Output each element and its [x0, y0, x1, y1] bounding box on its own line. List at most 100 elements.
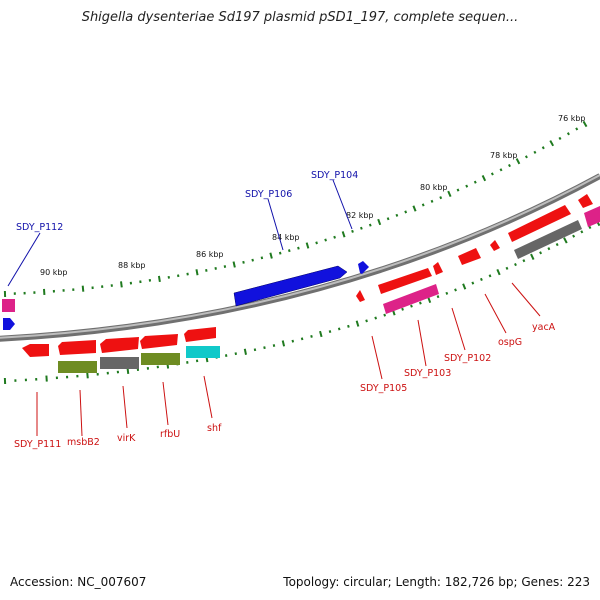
gene-red-d	[140, 334, 178, 349]
inner-ring-tick	[243, 348, 247, 355]
inner-ring-tick	[126, 367, 130, 374]
gene-red-1	[378, 268, 432, 294]
outer-ring-tick	[139, 280, 142, 284]
gene-red-3	[458, 248, 481, 265]
inner-ring-tick	[539, 251, 543, 255]
inner-ring-tick	[195, 359, 199, 363]
inner-ring-tick	[281, 340, 286, 347]
outer-ring-tick	[195, 269, 199, 276]
inner-ring-tick	[146, 366, 150, 370]
outer-ring-tick	[157, 275, 161, 283]
scale-label-78: 78 kbp	[490, 151, 518, 160]
outer-ring-tick	[515, 158, 521, 165]
outer-ring-tick	[465, 184, 469, 188]
inner-ring-tick	[496, 268, 501, 276]
outer-ring-tick	[129, 281, 133, 285]
gene-red-small-below	[356, 290, 365, 302]
inner-ring-tick	[116, 370, 120, 374]
accession-text: Accession: NC_007607	[10, 575, 147, 589]
inner-ring-tick	[328, 330, 332, 334]
inner-ring-tick	[156, 365, 159, 369]
outer-ring-tick	[297, 246, 300, 250]
gene-red-b	[58, 340, 96, 355]
outer-ring-tick	[481, 174, 487, 182]
inner-ring-tick	[14, 379, 17, 382]
inner-ring-tick	[488, 274, 492, 278]
outer-ring-tick	[91, 286, 94, 290]
label-SDY_P105: SDY_P105	[360, 383, 407, 394]
inner-ring-tick	[24, 378, 27, 382]
inner-ring-tick	[419, 301, 422, 305]
outer-ring-tick	[33, 291, 36, 294]
gene-blue-long	[233, 265, 348, 307]
outer-ring-tick	[242, 260, 245, 264]
outer-ring-tick	[368, 223, 372, 227]
inner-ring-tick	[588, 225, 592, 230]
reverse-strand-genes[interactable]	[22, 220, 582, 373]
inner-ring-tick	[471, 281, 475, 285]
gene-gray-1	[100, 357, 139, 369]
inner-ring-tick	[572, 234, 576, 238]
outer-ring-tick	[72, 288, 75, 291]
inner-ring-tick	[300, 337, 304, 341]
inner-ring-tick	[263, 346, 266, 350]
outer-ring-tick	[395, 213, 399, 217]
outer-ring-tick	[101, 285, 104, 289]
outer-ring-tick	[287, 249, 291, 253]
inner-ring-tick	[522, 259, 526, 263]
outer-ring-tick	[81, 285, 85, 292]
label-SDY_P103: SDY_P103	[404, 368, 451, 379]
inner-ring-tick	[374, 316, 378, 320]
forward-strand-genes[interactable]	[2, 194, 600, 330]
outer-ring-tick	[214, 267, 217, 270]
outer-ring-tick	[490, 172, 494, 176]
outer-ring-tick	[260, 256, 264, 260]
inner-ring-tick	[224, 354, 228, 357]
inner-ring-tick	[410, 304, 413, 308]
inner-ring-tick	[454, 288, 457, 292]
outer-ring-tick	[566, 132, 570, 136]
inner-ring-tick	[505, 266, 509, 270]
scale-label-90: 90 kbp	[40, 268, 68, 277]
inner-ring-tick	[337, 327, 341, 331]
label-SDY_P111: SDY_P111	[14, 439, 61, 450]
outer-ring-tick	[333, 235, 336, 239]
scale-labels: 76 kbp 78 kbp 80 kbp 82 kbp 84 kbp 86 kb…	[40, 114, 586, 277]
outer-ring-tick	[148, 278, 152, 282]
inner-ring-tick	[347, 324, 350, 328]
outer-ring-tick	[3, 290, 7, 298]
outer-ring-tick	[447, 190, 452, 198]
inner-ring-tick	[445, 291, 449, 295]
outer-ring-tick	[110, 284, 113, 287]
outer-ring-tick	[167, 275, 171, 279]
outer-ring-tick	[52, 289, 55, 293]
gene-magenta-right	[584, 206, 600, 227]
gene-red-a	[22, 344, 49, 357]
outer-ring-tick	[351, 229, 354, 233]
inner-ring-tick	[383, 313, 387, 317]
outer-ring-tick	[430, 199, 434, 203]
outer-ring-tick	[473, 180, 477, 184]
inner-ring-tick	[106, 371, 109, 375]
outer-ring-tick	[377, 218, 382, 226]
label-shf: shf	[207, 423, 222, 434]
label-SDY_P104: SDY_P104	[311, 170, 358, 181]
label-SDY_P102: SDY_P102	[444, 353, 491, 364]
inner-ring-tick	[55, 376, 58, 380]
outer-ring-tick	[13, 292, 16, 295]
map-title: Shigella dysenteriae Sd197 plasmid pSD1_…	[81, 10, 519, 25]
label-SDY_P112: SDY_P112	[16, 222, 63, 233]
outer-ring-tick	[508, 163, 511, 168]
gene-red-c	[100, 337, 139, 353]
plasmid-backbone	[0, 173, 600, 342]
gene-gray-2	[514, 220, 582, 259]
inner-ring-tick	[291, 339, 295, 343]
inner-ring-tick	[547, 247, 551, 251]
inner-ring-tick	[35, 378, 38, 381]
gene-olive-2	[141, 353, 180, 365]
outer-tick-ring	[3, 120, 588, 298]
outer-ring-tick	[360, 226, 363, 230]
scale-label-80: 80 kbp	[420, 183, 448, 192]
label-yacA: yacA	[532, 322, 556, 333]
